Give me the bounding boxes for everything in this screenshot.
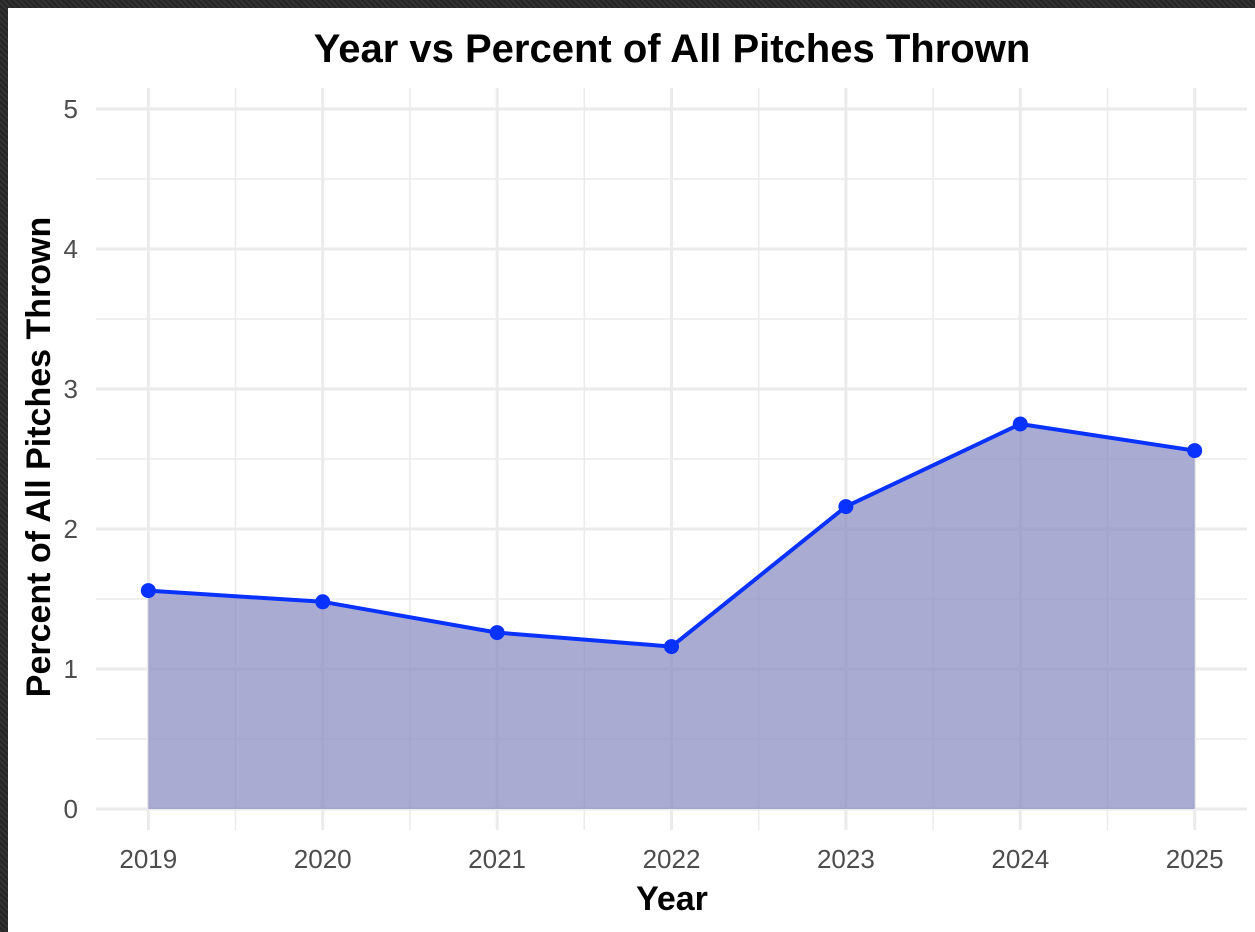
- series-area-fill: [148, 424, 1195, 809]
- y-axis-tick-labels: 0 1 2 3 4 5: [64, 94, 78, 824]
- x-tick-label: 2024: [991, 844, 1049, 874]
- x-tick-label: 2020: [294, 844, 352, 874]
- data-point-2021: [489, 625, 505, 641]
- x-axis-title: Year: [636, 880, 708, 918]
- y-tick-label: 4: [64, 234, 78, 264]
- x-tick-label: 2023: [817, 844, 875, 874]
- y-tick-label: 0: [64, 794, 78, 824]
- data-point-2023: [838, 499, 854, 515]
- y-tick-label: 2: [64, 514, 78, 544]
- chart-title: Year vs Percent of All Pitches Thrown: [314, 27, 1031, 71]
- y-tick-label: 1: [64, 654, 78, 684]
- y-tick-label: 3: [64, 374, 78, 404]
- data-point-2022: [664, 639, 679, 655]
- x-tick-label: 2021: [468, 844, 526, 874]
- data-point-2019: [140, 583, 156, 599]
- x-axis-tick-labels: 2019 2020 2021 2022 2023 2024 2025: [119, 844, 1223, 874]
- y-tick-label: 5: [64, 94, 78, 124]
- data-point-2020: [315, 594, 331, 610]
- x-tick-label: 2019: [119, 844, 177, 874]
- data-point-2025: [1187, 443, 1203, 459]
- x-tick-label: 2025: [1166, 844, 1224, 874]
- x-tick-label: 2022: [643, 844, 701, 874]
- y-axis-title: Percent of All Pitches Thrown: [20, 217, 58, 697]
- series-points: [140, 416, 1203, 655]
- data-point-2024: [1012, 416, 1028, 432]
